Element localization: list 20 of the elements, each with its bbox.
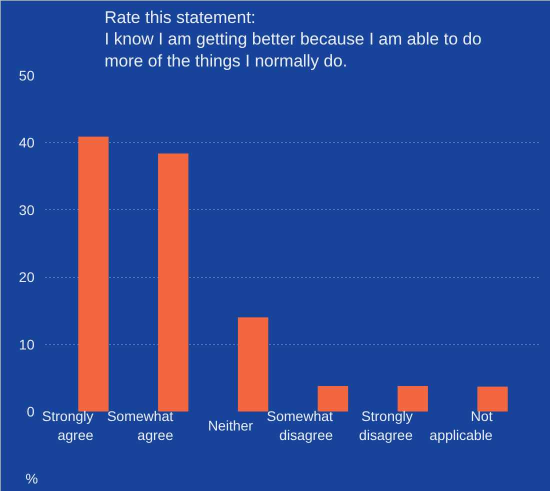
x-tick-label: Not applicable (430, 408, 493, 444)
y-tick-label: 50 (18, 68, 35, 84)
y-tick-label: 0 (26, 404, 35, 420)
x-tick-label: Neither (208, 418, 254, 434)
chart-title: Rate this statement: I know I am getting better because I am able to do more of the things I normally do. (104, 8, 482, 70)
x-tick-label: Strongly agree (42, 408, 94, 444)
bar (158, 153, 188, 412)
x-tick-label: Somewhat disagree (266, 408, 334, 444)
bar (78, 136, 109, 412)
y-tick-label: 10 (18, 336, 35, 352)
y-tick-label: 30 (18, 202, 35, 218)
x-tick-label: Strongly disagree (359, 408, 413, 444)
y-tick-label: 20 (18, 269, 35, 286)
bar (477, 386, 508, 412)
y-axis-title: % (26, 470, 38, 486)
bar (238, 317, 268, 412)
y-tick-label: 40 (18, 134, 35, 151)
bar (318, 386, 348, 412)
x-tick-label: Somewhat agree (107, 408, 174, 444)
bar (398, 386, 428, 412)
